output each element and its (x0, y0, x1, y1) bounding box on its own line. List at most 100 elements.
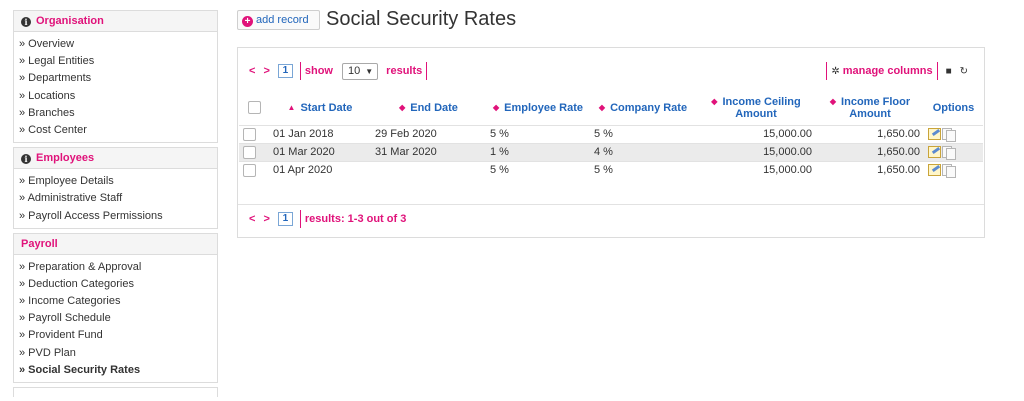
row-select-cell (239, 124, 269, 143)
sidebar-item-income-categories[interactable]: » Income Categories (19, 295, 121, 308)
add-record-button[interactable]: + add record (237, 10, 320, 30)
info-icon: i (21, 17, 31, 27)
show-label: show (304, 65, 333, 77)
sort-icon: ◆ (399, 102, 406, 112)
income-floor-cell: 1,650.00 (816, 142, 924, 161)
results-count: results: 1-3 out of 3 (304, 213, 407, 225)
payroll-title: Payroll (21, 237, 58, 250)
organisation-nav: » Overview » Legal Entities » Department… (14, 32, 217, 142)
sidebar-item-pvd-plan[interactable]: » PVD Plan (19, 346, 76, 359)
separator (299, 210, 301, 228)
row-select-cell (239, 160, 269, 179)
top-pager: < > 1 show 10 ▼ results (249, 62, 431, 80)
employees-nav: » Employee Details » Administrative Staf… (14, 169, 217, 228)
organisation-title: Organisation (36, 15, 104, 27)
row-checkbox[interactable] (243, 145, 256, 159)
organisation-panel: i Organisation » Overview » Legal Entitie… (13, 10, 218, 144)
end-date-cell[interactable] (371, 160, 486, 179)
income-floor-cell: 1,650.00 (816, 124, 924, 143)
info-icon: i (21, 154, 31, 165)
employee-rate-cell: 1 % (486, 142, 590, 161)
end-date-cell[interactable]: 29 Feb 2020 (371, 124, 486, 143)
page-number[interactable]: 1 (277, 212, 293, 226)
page-size-select[interactable]: 10 ▼ (342, 62, 379, 80)
sort-icon: ◆ (711, 96, 718, 106)
column-header-income-floor[interactable]: ◆ Income Floor Amount (816, 91, 924, 125)
sidebar-item-payroll-schedule[interactable]: » Payroll Schedule (19, 312, 111, 325)
caret-down-icon: ▼ (365, 66, 374, 76)
separator (826, 62, 828, 80)
payroll-nav: » Preparation & Approval » Deduction Cat… (14, 255, 217, 382)
options-cell (924, 124, 983, 143)
sidebar: i Organisation » Overview » Legal Entitie… (13, 10, 218, 401)
sidebar-item-departments[interactable]: » Departments (19, 72, 92, 85)
organisation-panel-header: i Organisation (14, 11, 217, 32)
row-checkbox[interactable] (243, 163, 256, 177)
table-row[interactable]: 01 Jan 2018 29 Feb 2020 5 % 5 % 15,000.0… (239, 124, 983, 143)
sidebar-item-deduction-categories[interactable]: » Deduction Categories (19, 277, 134, 290)
company-rate-cell: 5 % (590, 160, 696, 179)
select-all-checkbox[interactable] (247, 101, 261, 115)
income-ceiling-cell: 15,000.00 (696, 124, 816, 143)
separator (426, 62, 428, 80)
results-label: results (386, 65, 423, 77)
sidebar-item-cost-center[interactable]: » Cost Center (19, 123, 87, 136)
edit-icon[interactable] (928, 146, 941, 159)
prev-page-button[interactable]: < (249, 65, 256, 77)
save-icon[interactable]: ■ (945, 65, 952, 77)
income-floor-header-label: Income Floor Amount (841, 95, 911, 120)
sidebar-item-locations[interactable]: » Locations (19, 89, 76, 102)
column-header-company-rate[interactable]: ◆ Company Rate (590, 91, 696, 125)
page-number[interactable]: 1 (277, 64, 293, 78)
sidebar-item-employee-details[interactable]: » Employee Details (19, 175, 114, 188)
column-header-end-date[interactable]: ◆ End Date (371, 91, 486, 125)
copy-icon[interactable] (942, 128, 956, 143)
start-date-cell[interactable]: 01 Jan 2018 (269, 124, 371, 143)
manage-columns-button[interactable]: manage columns (842, 65, 933, 77)
sidebar-item-overview[interactable]: » Overview (19, 38, 75, 50)
end-date-cell[interactable]: 31 Mar 2020 (371, 142, 486, 161)
row-checkbox[interactable] (243, 127, 256, 141)
refresh-icon[interactable]: ↻ (959, 65, 968, 77)
company-rate-cell: 4 % (590, 142, 696, 161)
start-date-cell[interactable]: 01 Apr 2020 (269, 160, 371, 179)
table-row[interactable]: 01 Mar 2020 31 Mar 2020 1 % 4 % 15,000.0… (239, 142, 983, 161)
copy-icon[interactable] (942, 146, 956, 161)
copy-icon[interactable] (942, 164, 956, 179)
sidebar-item-provident-fund[interactable]: » Provident Fund (19, 329, 103, 342)
sidebar-item-preparation-approval[interactable]: » Preparation & Approval (19, 260, 142, 273)
column-header-income-ceiling[interactable]: ◆ Income Ceiling Amount (696, 91, 816, 125)
sidebar-item-administrative-staff[interactable]: » Administrative Staff (19, 192, 123, 205)
prev-page-button[interactable]: < (249, 213, 256, 225)
next-page-button[interactable]: > (263, 65, 270, 77)
income-ceiling-header-label: Income Ceiling Amount (722, 95, 801, 120)
company-rate-header-label: Company Rate (610, 101, 688, 114)
column-header-start-date[interactable]: ▲ Start Date (269, 91, 371, 125)
footer-divider (238, 204, 984, 205)
table-header-row: ▲ Start Date ◆ End Date ◆ Employee Rate ◆ Co… (239, 91, 983, 125)
column-header-options: Options (932, 101, 975, 114)
sidebar-item-branches[interactable]: » Branches (19, 106, 75, 119)
table-row[interactable]: 01 Apr 2020 5 % 5 % 15,000.00 1,650.00 (239, 160, 983, 179)
column-header-employee-rate[interactable]: ◆ Employee Rate (486, 91, 590, 125)
options-cell (924, 160, 983, 179)
rates-grid: < > 1 show 10 ▼ results ✲ manage columns … (237, 47, 985, 238)
next-page-button[interactable]: > (263, 213, 270, 225)
edit-icon[interactable] (928, 128, 941, 141)
row-select-cell (239, 142, 269, 161)
page-title: Social Security Rates (326, 8, 517, 30)
gear-icon[interactable]: ✲ (831, 65, 840, 77)
start-date-header-label: Start Date (300, 101, 353, 114)
sidebar-item-social-security-rates[interactable]: » Social Security Rates (19, 363, 141, 376)
income-ceiling-cell: 15,000.00 (696, 142, 816, 161)
sidebar-item-legal-entities[interactable]: » Legal Entities (19, 55, 95, 68)
sort-icon: ◆ (492, 102, 500, 112)
employee-rate-cell: 5 % (486, 124, 590, 143)
rates-table: ▲ Start Date ◆ End Date ◆ Employee Rate ◆ Co… (239, 91, 983, 179)
select-all-cell (239, 91, 269, 125)
sidebar-item-payroll-access-permissions[interactable]: » Payroll Access Permissions (19, 209, 163, 222)
start-date-cell[interactable]: 01 Mar 2020 (269, 142, 371, 161)
next-panel-stub (13, 387, 218, 397)
sort-asc-icon: ▲ (287, 102, 296, 112)
edit-icon[interactable] (928, 164, 941, 177)
